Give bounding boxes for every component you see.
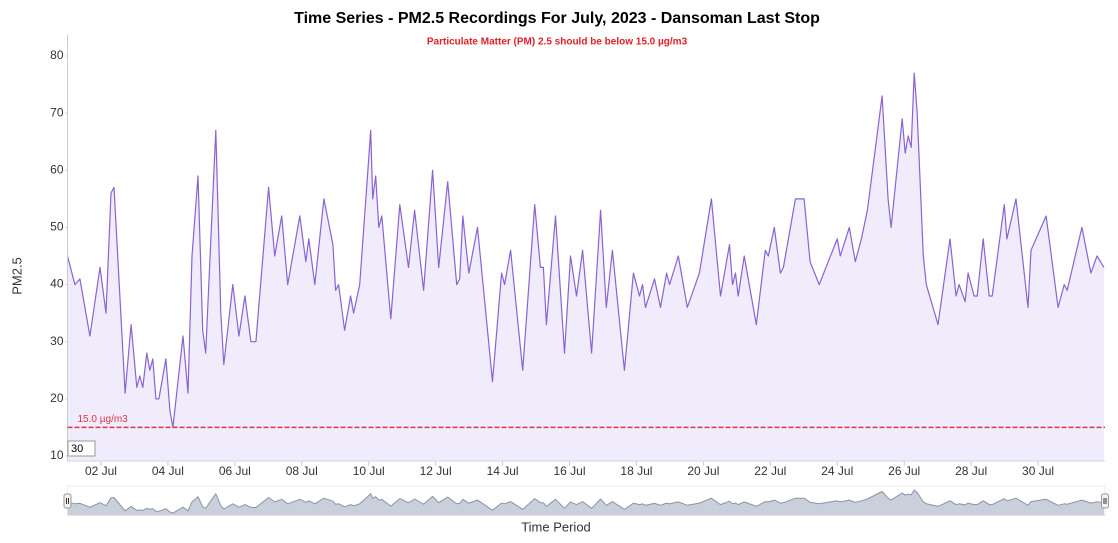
x-axis-label: Time Period	[521, 519, 591, 534]
x-tick-label: 06 Jul	[219, 464, 251, 478]
series-line	[66, 72, 1105, 428]
x-tick-label: 10 Jul	[353, 464, 385, 478]
x-tick-label: 18 Jul	[620, 464, 652, 478]
y-tick-label: 30	[50, 334, 64, 348]
chart-title: Time Series - PM2.5 Recordings For July,…	[294, 10, 820, 27]
x-tick-label: 28 Jul	[955, 464, 987, 478]
x-tick-label: 04 Jul	[152, 464, 184, 478]
x-tick-label: 20 Jul	[687, 464, 719, 478]
series-fill	[67, 73, 1104, 461]
x-tick-label: 02 Jul	[85, 464, 117, 478]
x-tick-label: 08 Jul	[286, 464, 318, 478]
x-tick-label: 16 Jul	[554, 464, 586, 478]
y-tick-label: 50	[50, 220, 64, 234]
range-input: 30	[71, 443, 83, 455]
y-tick-label: 80	[50, 48, 64, 62]
chart-subtitle: Particulate Matter (PM) 2.5 should be be…	[427, 37, 688, 48]
x-tick-label: 30 Jul	[1022, 464, 1054, 478]
y-tick-label: 20	[50, 391, 64, 405]
range-input-box	[67, 440, 96, 457]
y-tick-label: 40	[50, 277, 64, 291]
x-tick-label: 22 Jul	[754, 464, 786, 478]
y-tick-label: 60	[50, 162, 64, 176]
x-tick-label: 12 Jul	[420, 464, 452, 478]
navigator-line	[67, 489, 1105, 514]
x-tick-label: 24 Jul	[821, 464, 853, 478]
navigator-fill	[67, 490, 1104, 515]
y-tick-label: 10	[50, 448, 64, 462]
threshold-label: 15.0 µg/m3	[78, 414, 129, 425]
x-tick-label: 26 Jul	[888, 464, 920, 478]
x-tick-label: 14 Jul	[487, 464, 519, 478]
y-axis-label: PM2.5	[9, 257, 24, 295]
navigator-handle	[1101, 493, 1109, 509]
navigator-handle	[63, 493, 72, 509]
y-tick-label: 70	[50, 105, 64, 119]
